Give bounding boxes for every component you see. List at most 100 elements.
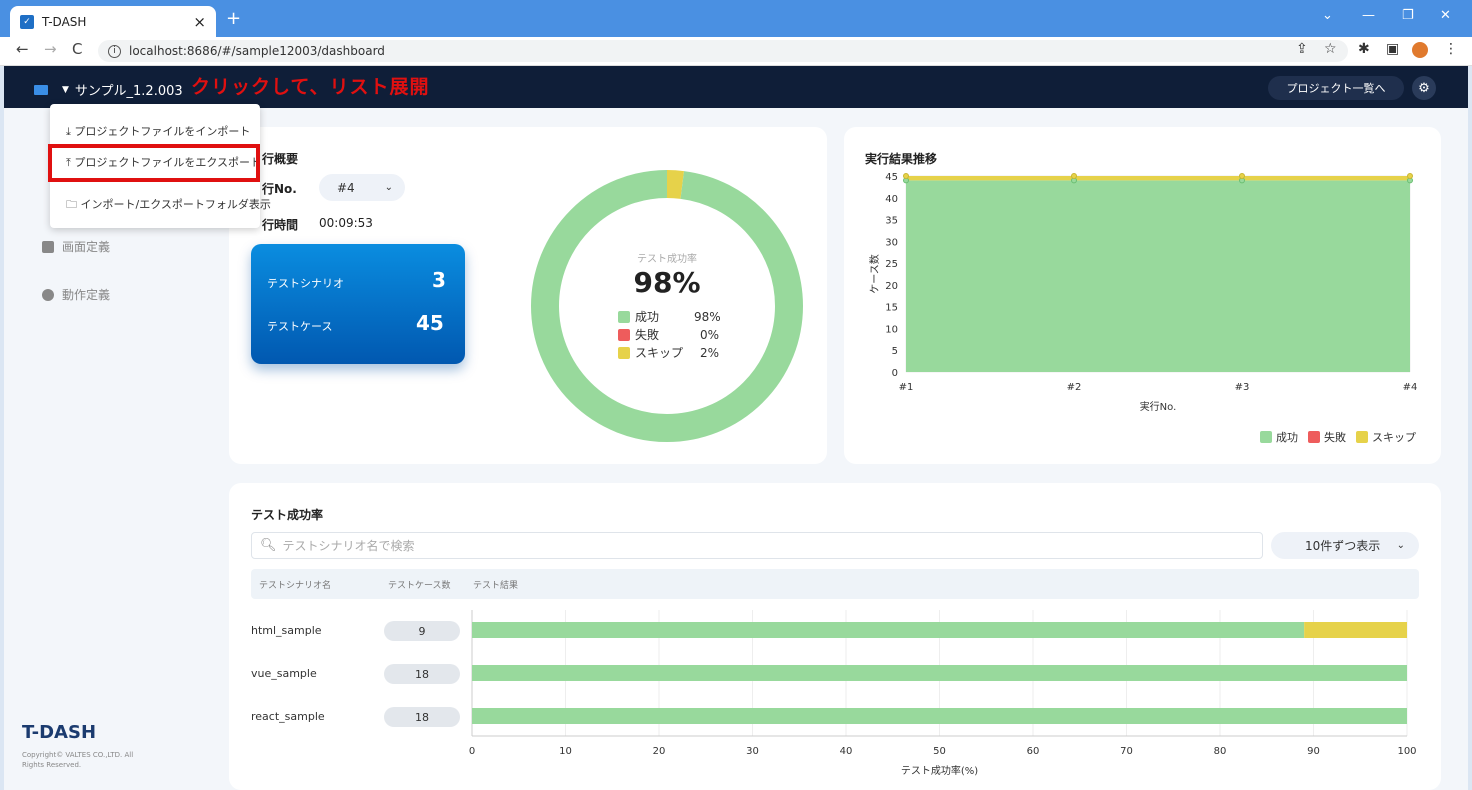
menu-kebab-icon[interactable]: ⋮ [1444, 41, 1458, 57]
x-tick-label: #3 [1235, 382, 1250, 393]
run-time-label: 行時間 [262, 218, 299, 232]
legend-swatch [618, 346, 630, 359]
table-row-name[interactable]: vue_sample [251, 667, 317, 680]
y-tick-label: 15 [885, 303, 898, 314]
table-row-name[interactable]: html_sample [251, 624, 322, 637]
x-tick-label: 50 [933, 746, 946, 757]
x-tick-label: 20 [653, 746, 666, 757]
donut-legend-success: 成功 98% [618, 308, 721, 325]
x-tick-label: #4 [1403, 382, 1418, 393]
per-page-select[interactable]: 10件ずつ表示 ⌄ [1271, 532, 1419, 559]
tab-title: T-DASH [42, 14, 87, 29]
caret-down-icon: ▼ [62, 84, 69, 95]
highlight-box [48, 144, 260, 182]
share-icon[interactable]: ⇪ [1296, 41, 1308, 57]
browser-tab[interactable]: ✓ T-DASH × [10, 6, 216, 37]
info-icon[interactable]: i [108, 44, 121, 58]
trend-legend: 成功 失敗 スキップ [1260, 429, 1416, 445]
point-skip [1071, 173, 1077, 179]
bar-success [472, 622, 1305, 638]
project-name: サンプル_1.2.003 [74, 84, 183, 99]
sidebar-item-label: 画面定義 [62, 240, 111, 254]
y-tick-label: 10 [885, 324, 898, 335]
search-placeholder: テストシナリオ名で検索 [282, 539, 415, 553]
app-header [4, 66, 1468, 108]
y-tick-label: 45 [885, 172, 898, 183]
profile-avatar[interactable] [1412, 42, 1428, 58]
gear-icon[interactable]: ⚙ [1412, 76, 1436, 100]
side-panel-icon[interactable]: ▣ [1386, 41, 1400, 57]
point-skip [903, 173, 909, 179]
success-rate-bar-chart: 0 10 20 30 40 50 60 70 80 90 100 テスト成功率(%) [469, 610, 1417, 777]
legend-swatch [618, 310, 630, 323]
y-axis-label: ケース数 [868, 254, 881, 294]
bookmark-star-icon[interactable]: ☆ [1324, 41, 1337, 57]
forward-icon[interactable]: → [44, 40, 57, 58]
download-icon: ⤓ [66, 125, 71, 138]
y-tick-label: 25 [885, 259, 898, 270]
annotation-text: クリックして、リスト展開 [191, 76, 430, 98]
close-tab-icon[interactable]: × [193, 12, 206, 31]
area-skip [906, 176, 1410, 181]
y-tick-label: 35 [885, 216, 898, 227]
donut-legend-skip: スキップ 2% [618, 344, 719, 361]
back-icon[interactable]: ← [16, 40, 29, 58]
scenario-label: テストシナリオ [267, 277, 344, 290]
x-tick-label: 60 [1027, 746, 1040, 757]
menu-item-label: プロジェクトファイルをインポート [74, 125, 251, 138]
point-skip [1407, 173, 1413, 179]
chevron-down-icon: ⌄ [1396, 540, 1405, 551]
close-window-icon[interactable]: ✕ [1440, 8, 1451, 23]
x-axis-label: 実行No. [1140, 400, 1177, 413]
rate-title: テスト成功率 [251, 508, 324, 522]
menu-item-export[interactable]: ⤒ プロジェクトファイルをエクスポート [66, 154, 261, 170]
scenario-count: 3 [432, 268, 446, 292]
menu-item-import[interactable]: ⤓ プロジェクトファイルをインポート [66, 123, 250, 139]
donut-slice-success [531, 170, 803, 442]
column-header[interactable]: テスト結果 [473, 581, 519, 591]
x-tick-label: 70 [1120, 746, 1133, 757]
sidebar-item-label: 動作定義 [62, 288, 111, 302]
x-tick-label: 90 [1307, 746, 1320, 757]
project-dropdown-menu [50, 104, 260, 228]
menu-item-show-folder[interactable]: 🗀 インポート/エクスポートフォルダ表示 [66, 196, 271, 215]
y-tick-label: 30 [885, 237, 898, 248]
x-tick-label: 100 [1397, 746, 1416, 757]
x-tick-label: 10 [559, 746, 572, 757]
check-circle-icon [42, 288, 54, 301]
tab-search-icon[interactable]: ⌄ [1322, 8, 1333, 23]
sidebar-item-action-definition[interactable]: 動作定義 [42, 286, 110, 303]
y-tick-label: 40 [885, 194, 898, 205]
summary-count-box [251, 244, 465, 364]
menu-item-label: プロジェクトファイルをエクスポート [74, 156, 262, 169]
reload-icon[interactable]: C [72, 40, 83, 58]
project-selector[interactable]: ▼ サンプル_1.2.003 [34, 80, 183, 99]
legend-swatch [1308, 431, 1320, 443]
y-tick-label: 20 [885, 281, 898, 292]
extensions-icon[interactable]: ✱ [1358, 41, 1370, 57]
x-tick-label: #2 [1067, 382, 1082, 393]
chevron-down-icon: ⌄ [384, 182, 393, 193]
sidebar-item-screen-definition[interactable]: 画面定義 [42, 238, 110, 255]
run-no-select[interactable]: #4 ⌄ [319, 174, 405, 201]
upload-icon: ⤒ [66, 156, 71, 169]
column-header[interactable]: テストケース数 [388, 581, 451, 591]
run-no-value: #4 [337, 180, 355, 195]
column-header[interactable]: テストシナリオ名 [259, 581, 332, 591]
url-field[interactable]: i localhost:8686/#/sample12003/dashboard [98, 40, 1348, 62]
legend-swatch [1356, 431, 1368, 443]
url-text: localhost:8686/#/sample12003/dashboard [129, 44, 385, 58]
folder-icon [34, 84, 48, 95]
project-list-button[interactable]: プロジェクト一覧へ [1268, 76, 1404, 100]
x-tick-label: 30 [746, 746, 759, 757]
minimize-icon[interactable]: — [1362, 8, 1375, 23]
new-tab-icon[interactable]: + [226, 8, 242, 29]
table-row-name[interactable]: react_sample [251, 710, 325, 723]
donut-value: 98% [633, 266, 701, 299]
bar-success [472, 708, 1407, 724]
restore-icon[interactable]: ❐ [1402, 8, 1414, 23]
summary-title: 行概要 [262, 152, 299, 166]
scenario-search-input[interactable]: 🔍︎ テストシナリオ名で検索 [251, 532, 1263, 559]
monitor-icon [42, 240, 54, 253]
